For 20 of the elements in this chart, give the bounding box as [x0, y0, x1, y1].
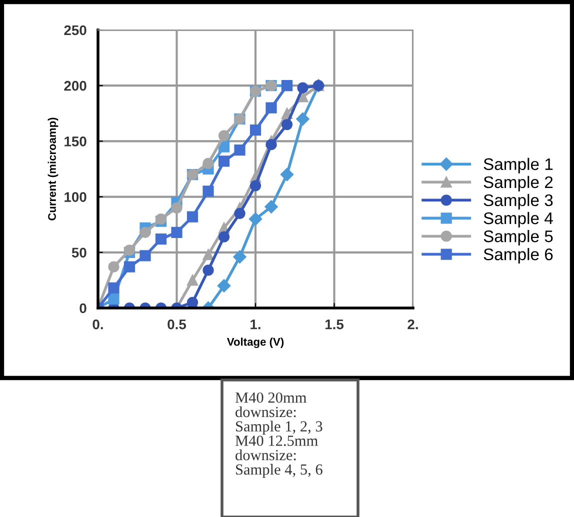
- x-tick-label: 0.: [92, 319, 103, 330]
- x-tick-label: 2.: [408, 319, 418, 330]
- legend-label: Sample 1: [484, 158, 553, 174]
- y-tick-label: 100: [64, 192, 86, 202]
- x-tick-label: 0.5: [168, 319, 186, 330]
- y-tick-label: 250: [64, 25, 86, 36]
- y-axis-title: Current (microamp): [48, 118, 58, 220]
- text: M40 20mm downsize: Sample 1, 2, 3 M40 12.5mm downsize: Sample 4, 5, 6: [235, 392, 322, 478]
- y-tick-label: 150: [64, 136, 86, 146]
- x-tick-label: 1.5: [325, 320, 344, 330]
- legend-label: Sample 3: [484, 194, 553, 210]
- y-tick-label: 200: [64, 80, 86, 91]
- y-tick-label: 50: [72, 248, 86, 258]
- x-tick-label: 1.: [250, 320, 260, 330]
- legend-label: Sample 5: [484, 230, 553, 246]
- legend-label: Sample 4: [484, 212, 553, 228]
- x-axis-title: Voltage (V): [226, 338, 284, 348]
- legend-label: Sample 6: [484, 248, 553, 264]
- legend-label: Sample 2: [484, 176, 553, 192]
- y-tick-label: 0: [80, 303, 86, 314]
